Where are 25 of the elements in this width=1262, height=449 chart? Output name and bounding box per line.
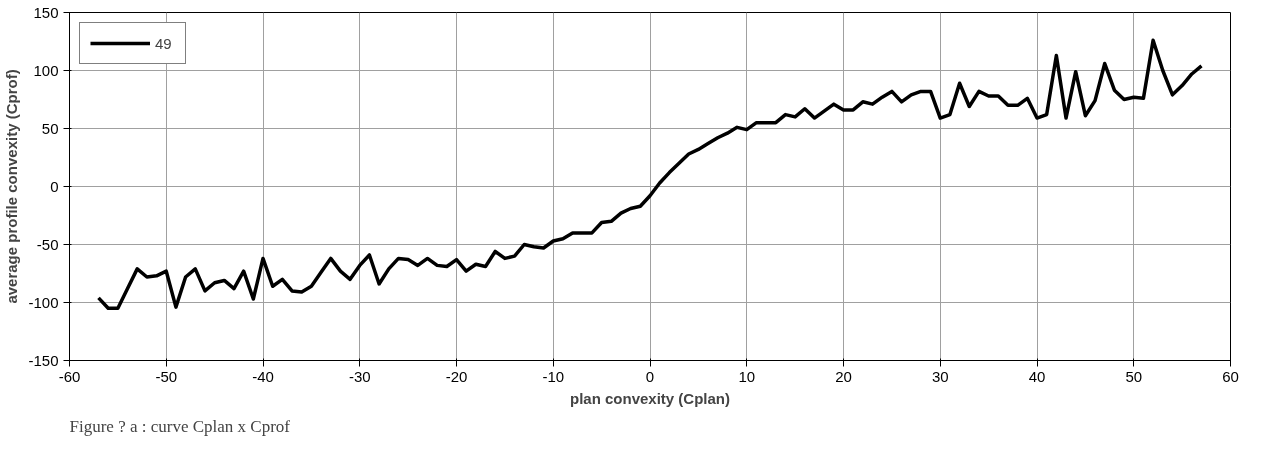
x-tick-label: -50	[155, 367, 178, 385]
y-tick-label: -50	[36, 235, 59, 253]
x-tick-label: -40	[252, 367, 274, 385]
x-tick-label: 20	[835, 367, 852, 385]
x-tick-label: 60	[1222, 367, 1239, 385]
x-axis-title: plan convexity (Cplan)	[569, 389, 731, 407]
y-tick-label: -150	[28, 351, 59, 369]
y-tick-label: 100	[33, 61, 59, 79]
x-tick-label: 10	[738, 367, 756, 385]
y-tick-label: 150	[33, 3, 59, 21]
legend-label: 49	[155, 34, 173, 52]
line-series	[96, 38, 1204, 311]
y-tick-label: -100	[28, 293, 59, 311]
x-tick-label: -10	[542, 367, 565, 385]
x-tick-label: 40	[1028, 367, 1046, 385]
x-tick-label: -20	[445, 367, 468, 385]
x-tick-label: -60	[58, 367, 81, 385]
y-tick-label: 0	[50, 177, 59, 195]
x-tick-label: 30	[931, 367, 949, 385]
x-tick-label: 0	[645, 367, 655, 385]
y-axis-title: average profile convexity (Cprof)	[3, 69, 21, 304]
x-tick-label: -30	[348, 367, 371, 385]
x-tick-label: 50	[1125, 367, 1143, 385]
y-tick-label: 50	[41, 119, 59, 137]
text: Figure ? a : curve Cplan x Cprof	[69, 416, 291, 436]
